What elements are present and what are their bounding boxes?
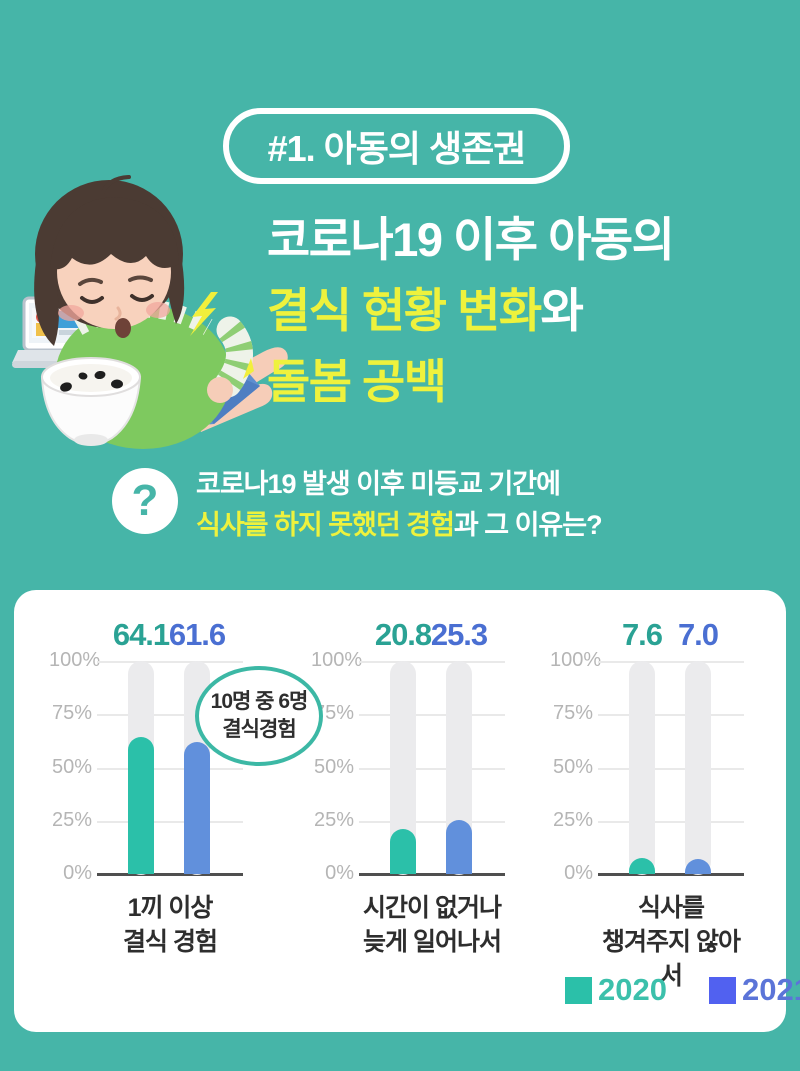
y-tick: 100% bbox=[550, 649, 602, 671]
page-title: 코로나19 이후 아동의 결식 현황 변화와 돌봄 공백 bbox=[267, 204, 797, 417]
title-line-3: 돌봄 공백 bbox=[267, 346, 797, 417]
y-tick: 0% bbox=[325, 862, 354, 884]
question-text: 코로나19 발생 이후 미등교 기간에 식사를 하지 못했던 경험과 그 이유는… bbox=[196, 464, 603, 546]
bar-track bbox=[685, 661, 711, 875]
value-labels: 7.6 7.0 bbox=[550, 605, 750, 661]
legend-label-2021: 2021 bbox=[741, 972, 800, 1007]
plot-area bbox=[598, 661, 744, 876]
legend-label-2020: 2020 bbox=[598, 972, 667, 1007]
bar-2021 bbox=[184, 742, 210, 874]
question-line-2-highlight: 식사를 하지 못했던 경험 bbox=[196, 510, 455, 540]
title-line-2-rest: 와 bbox=[540, 284, 584, 337]
value-2020: 64.1 bbox=[112, 617, 170, 652]
y-tick: 50% bbox=[51, 756, 92, 778]
y-tick: 100% bbox=[49, 649, 101, 671]
y-tick: 25% bbox=[313, 809, 354, 831]
y-tick: 75% bbox=[313, 702, 354, 724]
child-head bbox=[34, 175, 185, 346]
value-2021: 7.0 bbox=[677, 617, 719, 652]
y-tick: 75% bbox=[51, 702, 92, 724]
value-labels: 20.8 25.3 bbox=[311, 605, 511, 661]
chart-group-no-one-prepared: 7.6 7.0 100% 75% 50% 25% 0% bbox=[550, 605, 750, 993]
value-2021: 25.3 bbox=[430, 617, 488, 652]
title-line-3-highlight: 돌봄 공백 bbox=[267, 355, 447, 408]
bar-2020 bbox=[128, 737, 154, 874]
question-line-2-rest: 과 그 이유는? bbox=[453, 510, 603, 540]
value-2020: 20.8 bbox=[374, 617, 432, 652]
question-block: ? 코로나19 발생 이후 미등교 기간에 식사를 하지 못했던 경험과 그 이… bbox=[112, 464, 603, 546]
value-labels: 64.1 61.6 bbox=[49, 605, 249, 661]
gridline bbox=[97, 821, 243, 823]
x-axis-line bbox=[97, 873, 243, 876]
gridline bbox=[359, 661, 505, 663]
legend-swatch-2021 bbox=[708, 976, 736, 1004]
gridline bbox=[97, 768, 243, 770]
chart-group-no-time: 20.8 25.3 100% 75% 50% 25% 0% bbox=[311, 605, 511, 959]
y-tick: 100% bbox=[311, 649, 363, 671]
gridline bbox=[598, 714, 744, 716]
y-tick: 25% bbox=[51, 809, 92, 831]
y-tick: 0% bbox=[564, 862, 593, 884]
sick-child-illustration bbox=[12, 175, 288, 449]
question-mark-icon: ? bbox=[112, 468, 178, 534]
plot-area bbox=[359, 661, 505, 876]
bar-2021 bbox=[446, 820, 472, 874]
gridline bbox=[598, 821, 744, 823]
question-line-2: 식사를 하지 못했던 경험과 그 이유는? bbox=[196, 505, 603, 546]
gridline bbox=[359, 821, 505, 823]
category-label: 시간이 없거나 늦게 일어나서 bbox=[363, 894, 502, 956]
legend-swatch-2020 bbox=[565, 976, 592, 1004]
title-line-2: 결식 현황 변화와 bbox=[267, 275, 797, 346]
category-label: 식사를 챙겨주지 않아서 bbox=[602, 894, 741, 990]
chart-card: 64.1 61.6 100% 75% 50% 25% 0% bbox=[14, 590, 800, 1032]
gridline bbox=[598, 768, 744, 770]
chart-group-skip-meal: 64.1 61.6 100% 75% 50% 25% 0% bbox=[49, 605, 249, 959]
x-axis-line bbox=[598, 873, 744, 876]
gridline bbox=[359, 714, 505, 716]
bar-2020 bbox=[629, 858, 655, 874]
section-badge-label: #1. 아동의 생존권 bbox=[267, 128, 527, 169]
chart-legend: 2020 2021 bbox=[565, 972, 800, 1008]
category-label: 1끼 이상 결식 경험 bbox=[123, 894, 218, 956]
section-badge: #1. 아동의 생존권 bbox=[223, 108, 570, 184]
legend-item-2021: 2021 bbox=[708, 972, 800, 1008]
value-2020: 7.6 bbox=[621, 617, 663, 652]
y-tick: 75% bbox=[552, 702, 593, 724]
y-tick: 25% bbox=[552, 809, 593, 831]
y-tick: 0% bbox=[63, 862, 92, 884]
empty-rice-bowl-icon bbox=[40, 357, 142, 446]
callout-line-1: 10명 중 6명 bbox=[210, 690, 309, 713]
gridline bbox=[97, 661, 243, 663]
lightning-icon bbox=[190, 292, 254, 379]
gridline bbox=[598, 661, 744, 663]
y-tick: 50% bbox=[313, 756, 354, 778]
callout-line-2: 결식경험 bbox=[222, 718, 296, 741]
title-line-1: 코로나19 이후 아동의 bbox=[267, 213, 675, 266]
bar-2021 bbox=[685, 859, 711, 874]
title-line-2-highlight: 결식 현황 변화 bbox=[267, 284, 542, 337]
value-2021: 61.6 bbox=[168, 617, 226, 652]
x-axis-line bbox=[359, 873, 505, 876]
question-line-1: 코로나19 발생 이후 미등교 기간에 bbox=[196, 469, 561, 499]
legend-item-2020: 2020 bbox=[565, 972, 667, 1008]
gridline bbox=[97, 714, 243, 716]
callout-bubble: 10명 중 6명 결식경험 bbox=[195, 666, 323, 766]
gridline bbox=[359, 768, 505, 770]
y-tick: 50% bbox=[552, 756, 593, 778]
bar-2020 bbox=[390, 829, 416, 874]
bar-track bbox=[629, 661, 655, 875]
plot-area bbox=[97, 661, 243, 876]
